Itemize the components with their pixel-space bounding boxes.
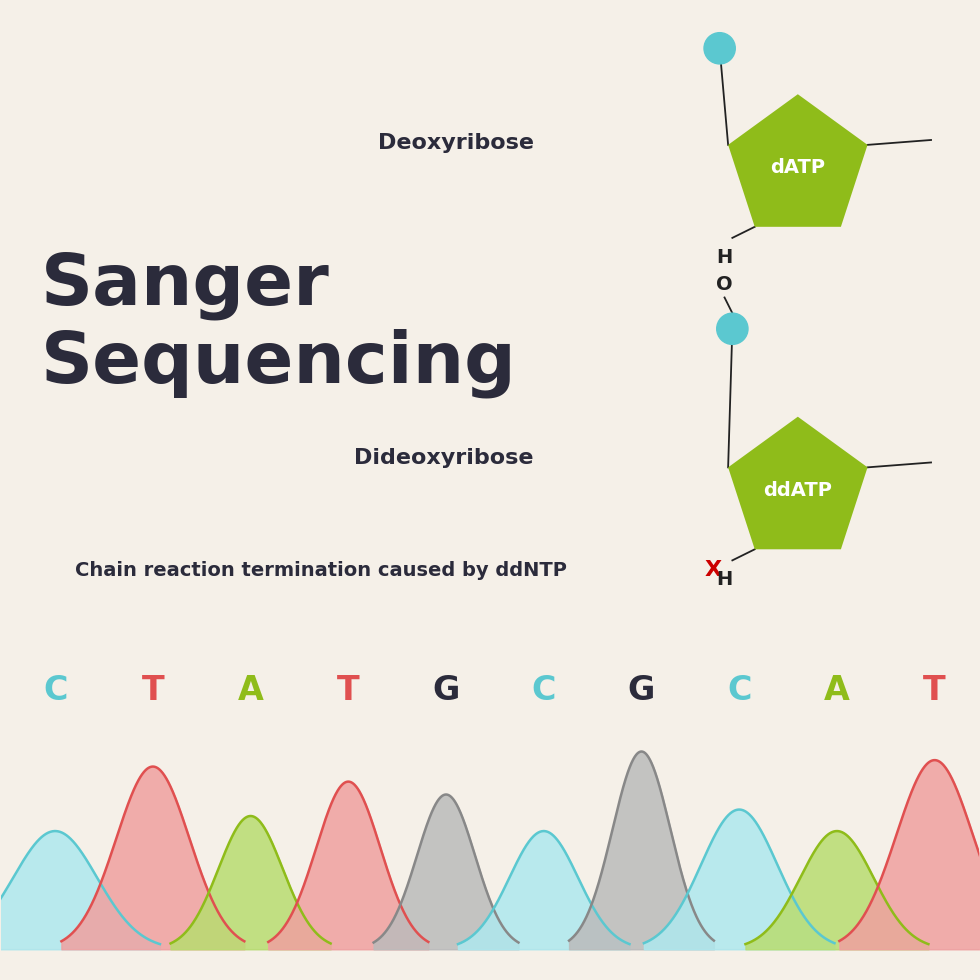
Text: Deoxyribose: Deoxyribose <box>378 133 534 153</box>
Text: T: T <box>923 674 946 707</box>
Text: G: G <box>628 674 656 707</box>
Text: T: T <box>141 674 165 707</box>
Text: O: O <box>716 275 733 294</box>
Text: C: C <box>727 674 752 707</box>
Text: T: T <box>337 674 360 707</box>
Text: Chain reaction termination caused by ddNTP: Chain reaction termination caused by ddN… <box>74 561 566 579</box>
Polygon shape <box>728 416 867 550</box>
Circle shape <box>704 32 735 64</box>
Text: C: C <box>531 674 556 707</box>
Text: Sanger: Sanger <box>40 251 329 319</box>
Text: C: C <box>43 674 68 707</box>
Text: Sequencing: Sequencing <box>40 328 516 398</box>
Text: H: H <box>716 570 733 589</box>
Text: Dideoxyribose: Dideoxyribose <box>355 448 534 467</box>
Text: G: G <box>432 674 460 707</box>
Text: H: H <box>716 248 733 267</box>
Text: dATP: dATP <box>770 158 825 177</box>
Text: A: A <box>237 674 264 707</box>
Polygon shape <box>728 94 867 226</box>
Circle shape <box>716 314 748 344</box>
Text: ddATP: ddATP <box>763 480 832 500</box>
Text: X: X <box>705 561 722 580</box>
Text: A: A <box>824 674 850 707</box>
